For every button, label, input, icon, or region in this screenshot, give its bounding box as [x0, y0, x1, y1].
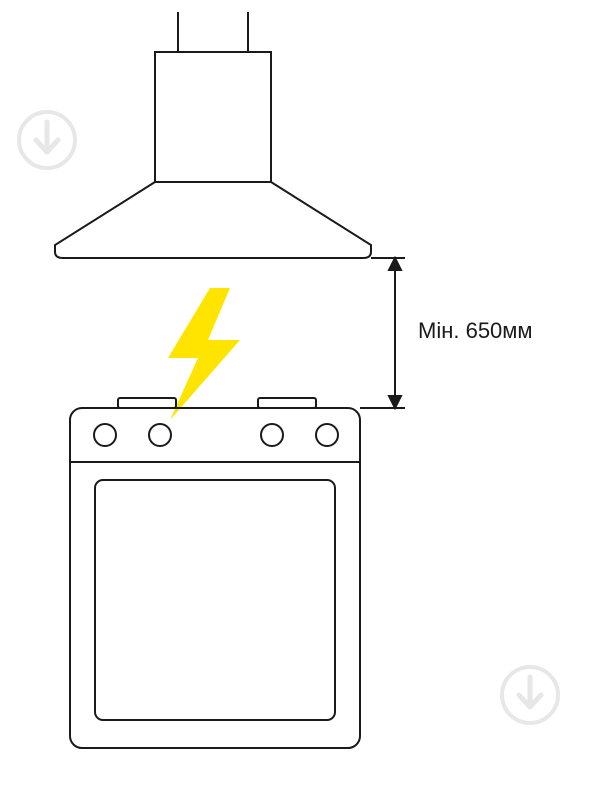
dimension-label: Мін. 650мм: [418, 318, 533, 344]
lightning-bolt-icon: [168, 288, 240, 420]
stove: [70, 398, 360, 748]
watermark-icon: [19, 112, 75, 168]
range-hood: [55, 12, 371, 258]
dimension-line: [360, 258, 405, 408]
watermark-icon: [502, 667, 558, 723]
diagram-canvas: [0, 0, 615, 799]
